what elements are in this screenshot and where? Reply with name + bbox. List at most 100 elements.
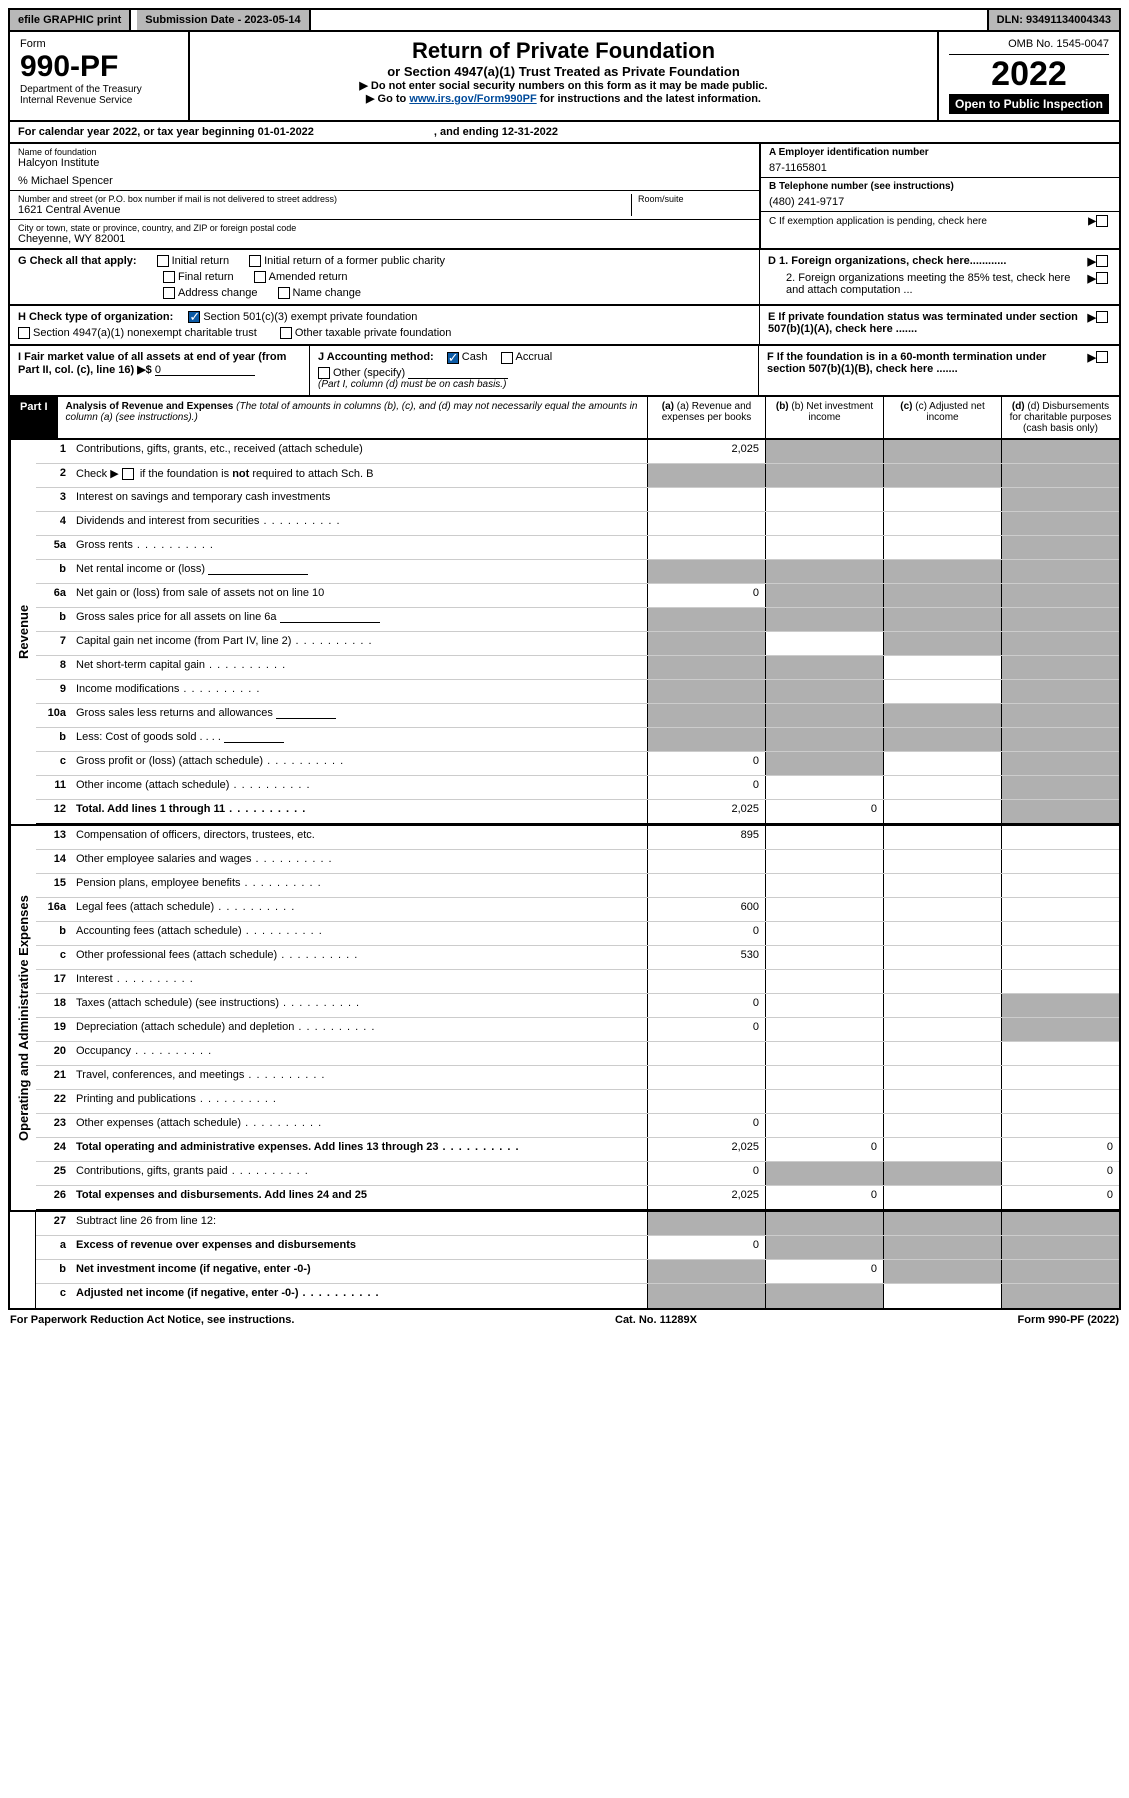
room-label: Room/suite [638,194,751,204]
part-1-header: Part I Analysis of Revenue and Expenses … [8,397,1121,440]
chk-initial[interactable] [157,255,169,267]
l5b-blank [208,563,308,575]
chk-initial-former[interactable] [249,255,261,267]
col-c-text: (c) Adjusted net income [915,401,984,423]
chk-address[interactable] [163,287,175,299]
col-d-hdr: (d) (d) Disbursements for charitable pur… [1001,397,1119,438]
dept: Department of the Treasury [20,84,178,95]
form-word: Form [20,38,178,50]
care-of: % Michael Spencer [18,175,751,187]
l12-a: 2,025 [647,800,765,823]
j-label: J Accounting method: [318,351,434,363]
line-11: Other income (attach schedule) [70,776,647,799]
g-label: G Check all that apply: [18,255,137,267]
chk-accrual[interactable] [501,352,513,364]
arrow-icon: ▶ [1088,311,1096,335]
line-22: Printing and publications [70,1090,647,1113]
line-17: Interest [70,970,647,993]
phone: (480) 241-9717 [769,196,1111,208]
addr-label: Number and street (or P.O. box number if… [18,194,631,204]
page-footer: For Paperwork Reduction Act Notice, see … [8,1310,1121,1330]
line-19: Depreciation (attach schedule) and deple… [70,1018,647,1041]
line-5a: Gross rents [70,536,647,559]
footer-form-num: 990-PF [1048,1314,1084,1326]
l24-a: 2,025 [647,1138,765,1161]
l6b-blank [280,611,380,623]
col-d-text: (d) Disbursements for charitable purpose… [1010,401,1112,434]
chk-501c3[interactable] [188,311,200,323]
l13-a: 895 [647,826,765,849]
exemption-checkbox[interactable] [1096,215,1108,227]
city-state-zip: Cheyenne, WY 82001 [18,233,751,245]
lbl-other-taxable: Other taxable private foundation [295,327,452,339]
chk-other-taxable[interactable] [280,327,292,339]
line-3: Interest on savings and temporary cash i… [70,488,647,511]
l10a-blank [276,707,336,719]
section-h-e: H Check type of organization: Section 50… [8,306,1121,346]
line-26: Total expenses and disbursements. Add li… [70,1186,647,1209]
line-6a: Net gain or (loss) from sale of assets n… [70,584,647,607]
revenue-section: Revenue 1Contributions, gifts, grants, e… [8,440,1121,826]
part-title: Analysis of Revenue and Expenses [66,401,234,412]
section-g-d: G Check all that apply: Initial return I… [8,250,1121,306]
lbl-address: Address change [178,287,258,299]
arrow-icon: ▶ [1088,255,1096,268]
line-10a: Gross sales less returns and allowances [70,704,647,727]
chk-d2[interactable] [1096,272,1108,284]
cal-year-begin: For calendar year 2022, or tax year begi… [18,126,314,138]
submission-date: Submission Date - 2023-05-14 [137,10,310,30]
col-a-hdr: (a) (a) Revenue and expenses per books [647,397,765,438]
chk-name[interactable] [278,287,290,299]
line-12: Total. Add lines 1 through 11 [70,800,647,823]
form-header: Form 990-PF Department of the Treasury I… [8,32,1121,122]
arrow-icon: ▶ [1088,272,1096,296]
other-specify-line [408,367,508,379]
line-6b: Gross sales price for all assets on line… [70,608,647,631]
chk-amended[interactable] [254,271,266,283]
l27a-a: 0 [647,1236,765,1259]
expenses-section: Operating and Administrative Expenses 13… [8,826,1121,1212]
line-27c: Adjusted net income (if negative, enter … [70,1284,647,1308]
chk-4947[interactable] [18,327,30,339]
chk-final[interactable] [163,271,175,283]
line-27-section: 27Subtract line 26 from line 12: aExcess… [8,1212,1121,1310]
name-label: Name of foundation [18,147,751,157]
irs-link[interactable]: www.irs.gov/Form990PF [409,93,536,105]
l24-d: 0 [1001,1138,1119,1161]
col-b-hdr: (b) (b) Net investment income [765,397,883,438]
lbl-4947: Section 4947(a)(1) nonexempt charitable … [33,327,257,339]
instr-1: ▶ Do not enter social security numbers o… [200,79,927,92]
arrow-icon: ▶ [1088,351,1096,375]
chk-sch-b[interactable] [122,468,134,480]
dln: DLN: 93491134004343 [987,10,1119,30]
line-2: Check ▶ if the foundation is not require… [70,464,647,487]
chk-d1[interactable] [1096,255,1108,267]
line-16b: Accounting fees (attach schedule) [70,922,647,945]
l10b-blank [224,731,284,743]
foundation-name: Halcyon Institute [18,157,751,169]
l11-a: 0 [647,776,765,799]
ein: 87-1165801 [769,162,1111,174]
chk-other[interactable] [318,367,330,379]
l12-b: 0 [765,800,883,823]
chk-e[interactable] [1096,311,1108,323]
line-9: Income modifications [70,680,647,703]
l23-a: 0 [647,1114,765,1137]
lbl-cash: Cash [462,351,488,363]
line-7: Capital gain net income (from Part IV, l… [70,632,647,655]
l10b-text: Less: Cost of goods sold [76,731,196,743]
chk-f[interactable] [1096,351,1108,363]
l10a-text: Gross sales less returns and allowances [76,707,273,719]
l16a-a: 600 [647,898,765,921]
calendar-year-row: For calendar year 2022, or tax year begi… [8,122,1121,144]
tax-year: 2022 [949,55,1109,94]
phone-label: B Telephone number (see instructions) [769,181,1111,192]
lbl-other: Other (specify) [333,367,405,379]
i-value: 0 [155,364,255,376]
col-b-text: (b) Net investment income [791,401,873,423]
form-title: Return of Private Foundation [200,38,927,64]
part-label: Part I [10,397,58,438]
chk-cash[interactable] [447,352,459,364]
line-23: Other expenses (attach schedule) [70,1114,647,1137]
lbl-amended: Amended return [269,271,348,283]
